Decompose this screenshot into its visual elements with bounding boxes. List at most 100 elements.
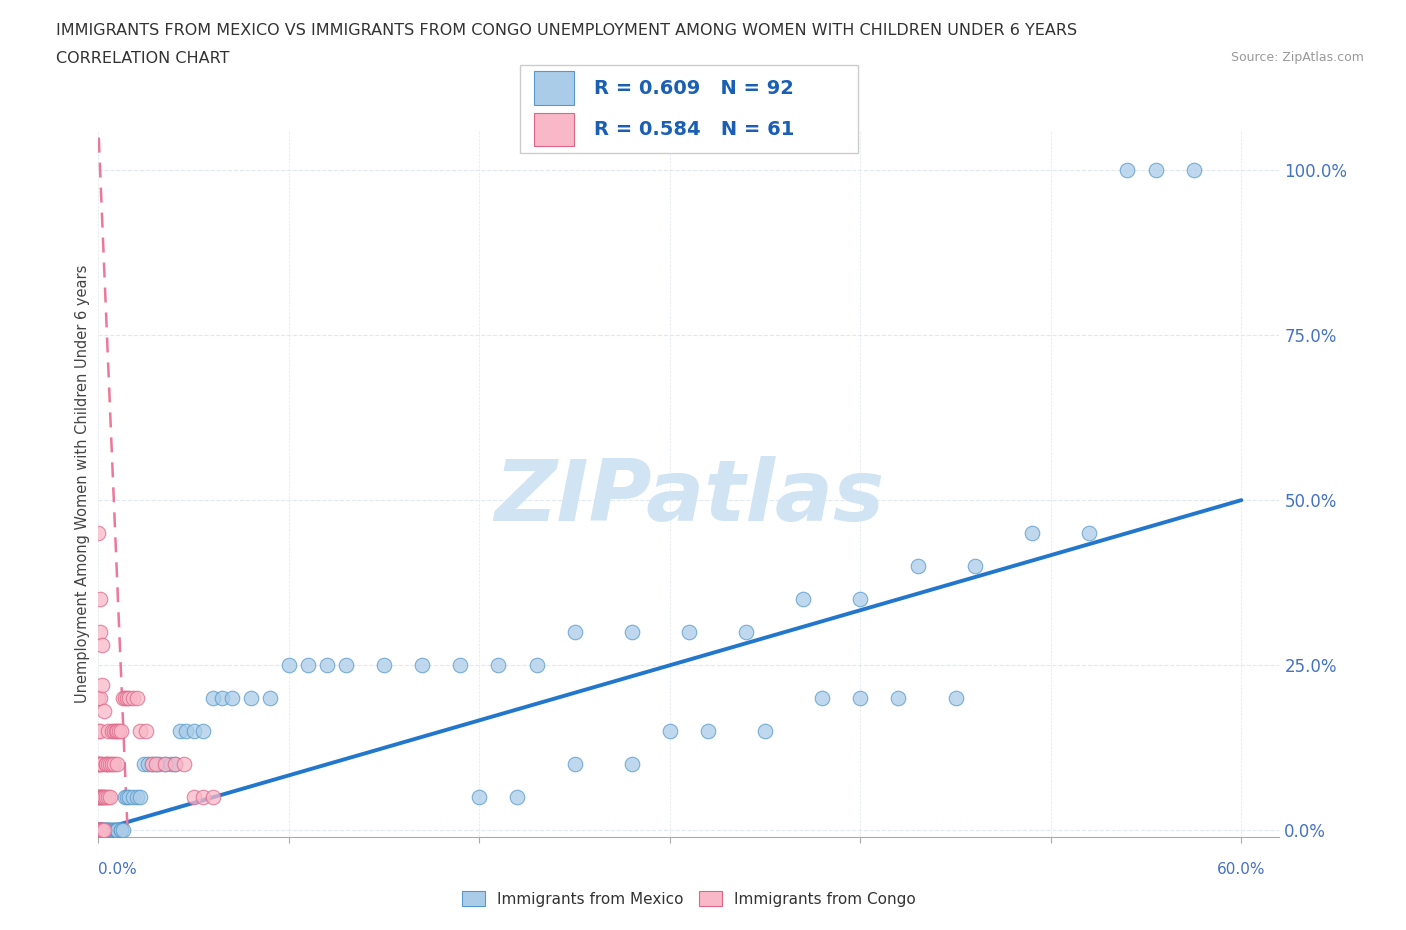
Point (849, 591, 872, 606)
Point (148, 757, 170, 772)
Point (488, 658, 510, 672)
Point (526, 658, 548, 672)
Point (907, 559, 929, 574)
FancyBboxPatch shape (520, 65, 858, 153)
Point (1078, 525, 1101, 540)
Point (87, 823, 110, 838)
Point (87, 823, 110, 838)
Point (89, 823, 111, 838)
Point (91, 823, 114, 838)
Point (89, 691, 111, 706)
Text: ZIPatlas: ZIPatlas (494, 457, 884, 539)
Point (506, 790, 529, 804)
Point (103, 823, 125, 838)
Point (87, 823, 110, 838)
Point (89, 591, 111, 606)
Point (658, 724, 681, 738)
Text: CORRELATION CHART: CORRELATION CHART (56, 51, 229, 66)
Point (792, 591, 814, 606)
Point (89, 823, 111, 838)
Point (163, 757, 186, 772)
Point (89, 724, 111, 738)
Point (211, 691, 233, 706)
Point (174, 724, 197, 738)
Point (620, 625, 643, 640)
Point (97, 823, 120, 838)
Point (89, 757, 111, 772)
Point (87, 823, 110, 838)
Point (104, 724, 127, 738)
Point (97, 724, 120, 738)
Point (121, 790, 143, 804)
Point (91, 823, 114, 838)
Point (87, 823, 110, 838)
Point (91, 823, 114, 838)
Point (1144, 163, 1167, 178)
Point (100, 757, 122, 772)
Point (91, 638, 114, 653)
Point (89, 757, 111, 772)
Point (91, 757, 114, 772)
Point (1021, 525, 1043, 540)
Point (87, 790, 110, 804)
Point (107, 823, 129, 838)
Point (115, 790, 138, 804)
Point (129, 724, 152, 738)
Point (201, 790, 224, 804)
Point (125, 691, 148, 706)
Point (887, 691, 910, 706)
Point (121, 691, 143, 706)
Point (277, 658, 299, 672)
Point (125, 790, 148, 804)
Point (316, 658, 339, 672)
Point (91, 823, 114, 838)
Point (107, 823, 129, 838)
Point (1182, 163, 1205, 178)
Point (145, 757, 167, 772)
Point (93, 823, 115, 838)
Point (135, 724, 157, 738)
Point (373, 658, 395, 672)
Point (945, 691, 967, 706)
Point (735, 625, 758, 640)
Point (91, 678, 114, 693)
Point (183, 724, 205, 738)
Point (114, 790, 136, 804)
Point (97, 790, 120, 804)
Point (100, 823, 122, 838)
Point (97, 757, 120, 772)
Point (104, 823, 127, 838)
Point (239, 691, 262, 706)
Point (98, 757, 121, 772)
Legend: Immigrants from Mexico, Immigrants from Congo: Immigrants from Mexico, Immigrants from … (454, 883, 924, 914)
Point (91, 823, 114, 838)
Point (159, 757, 181, 772)
Point (94, 790, 117, 804)
Point (107, 724, 129, 738)
Point (98, 823, 121, 838)
Point (91, 790, 114, 804)
Point (94, 823, 117, 838)
Point (94, 757, 117, 772)
Point (87, 823, 110, 838)
Point (93, 823, 115, 838)
Point (87, 525, 110, 540)
Point (93, 790, 115, 804)
Point (449, 658, 471, 672)
Point (87, 823, 110, 838)
Point (89, 823, 111, 838)
Point (110, 823, 132, 838)
Point (87, 724, 110, 738)
Point (620, 757, 643, 772)
Point (87, 757, 110, 772)
Point (97, 823, 120, 838)
Point (89, 823, 111, 838)
Point (89, 790, 111, 804)
Text: IMMIGRANTS FROM MEXICO VS IMMIGRANTS FROM CONGO UNEMPLOYMENT AMONG WOMEN WITH CH: IMMIGRANTS FROM MEXICO VS IMMIGRANTS FRO… (56, 23, 1077, 38)
Point (697, 724, 720, 738)
Point (136, 757, 159, 772)
Point (91, 790, 114, 804)
Point (93, 823, 115, 838)
Point (89, 790, 111, 804)
Point (89, 823, 111, 838)
